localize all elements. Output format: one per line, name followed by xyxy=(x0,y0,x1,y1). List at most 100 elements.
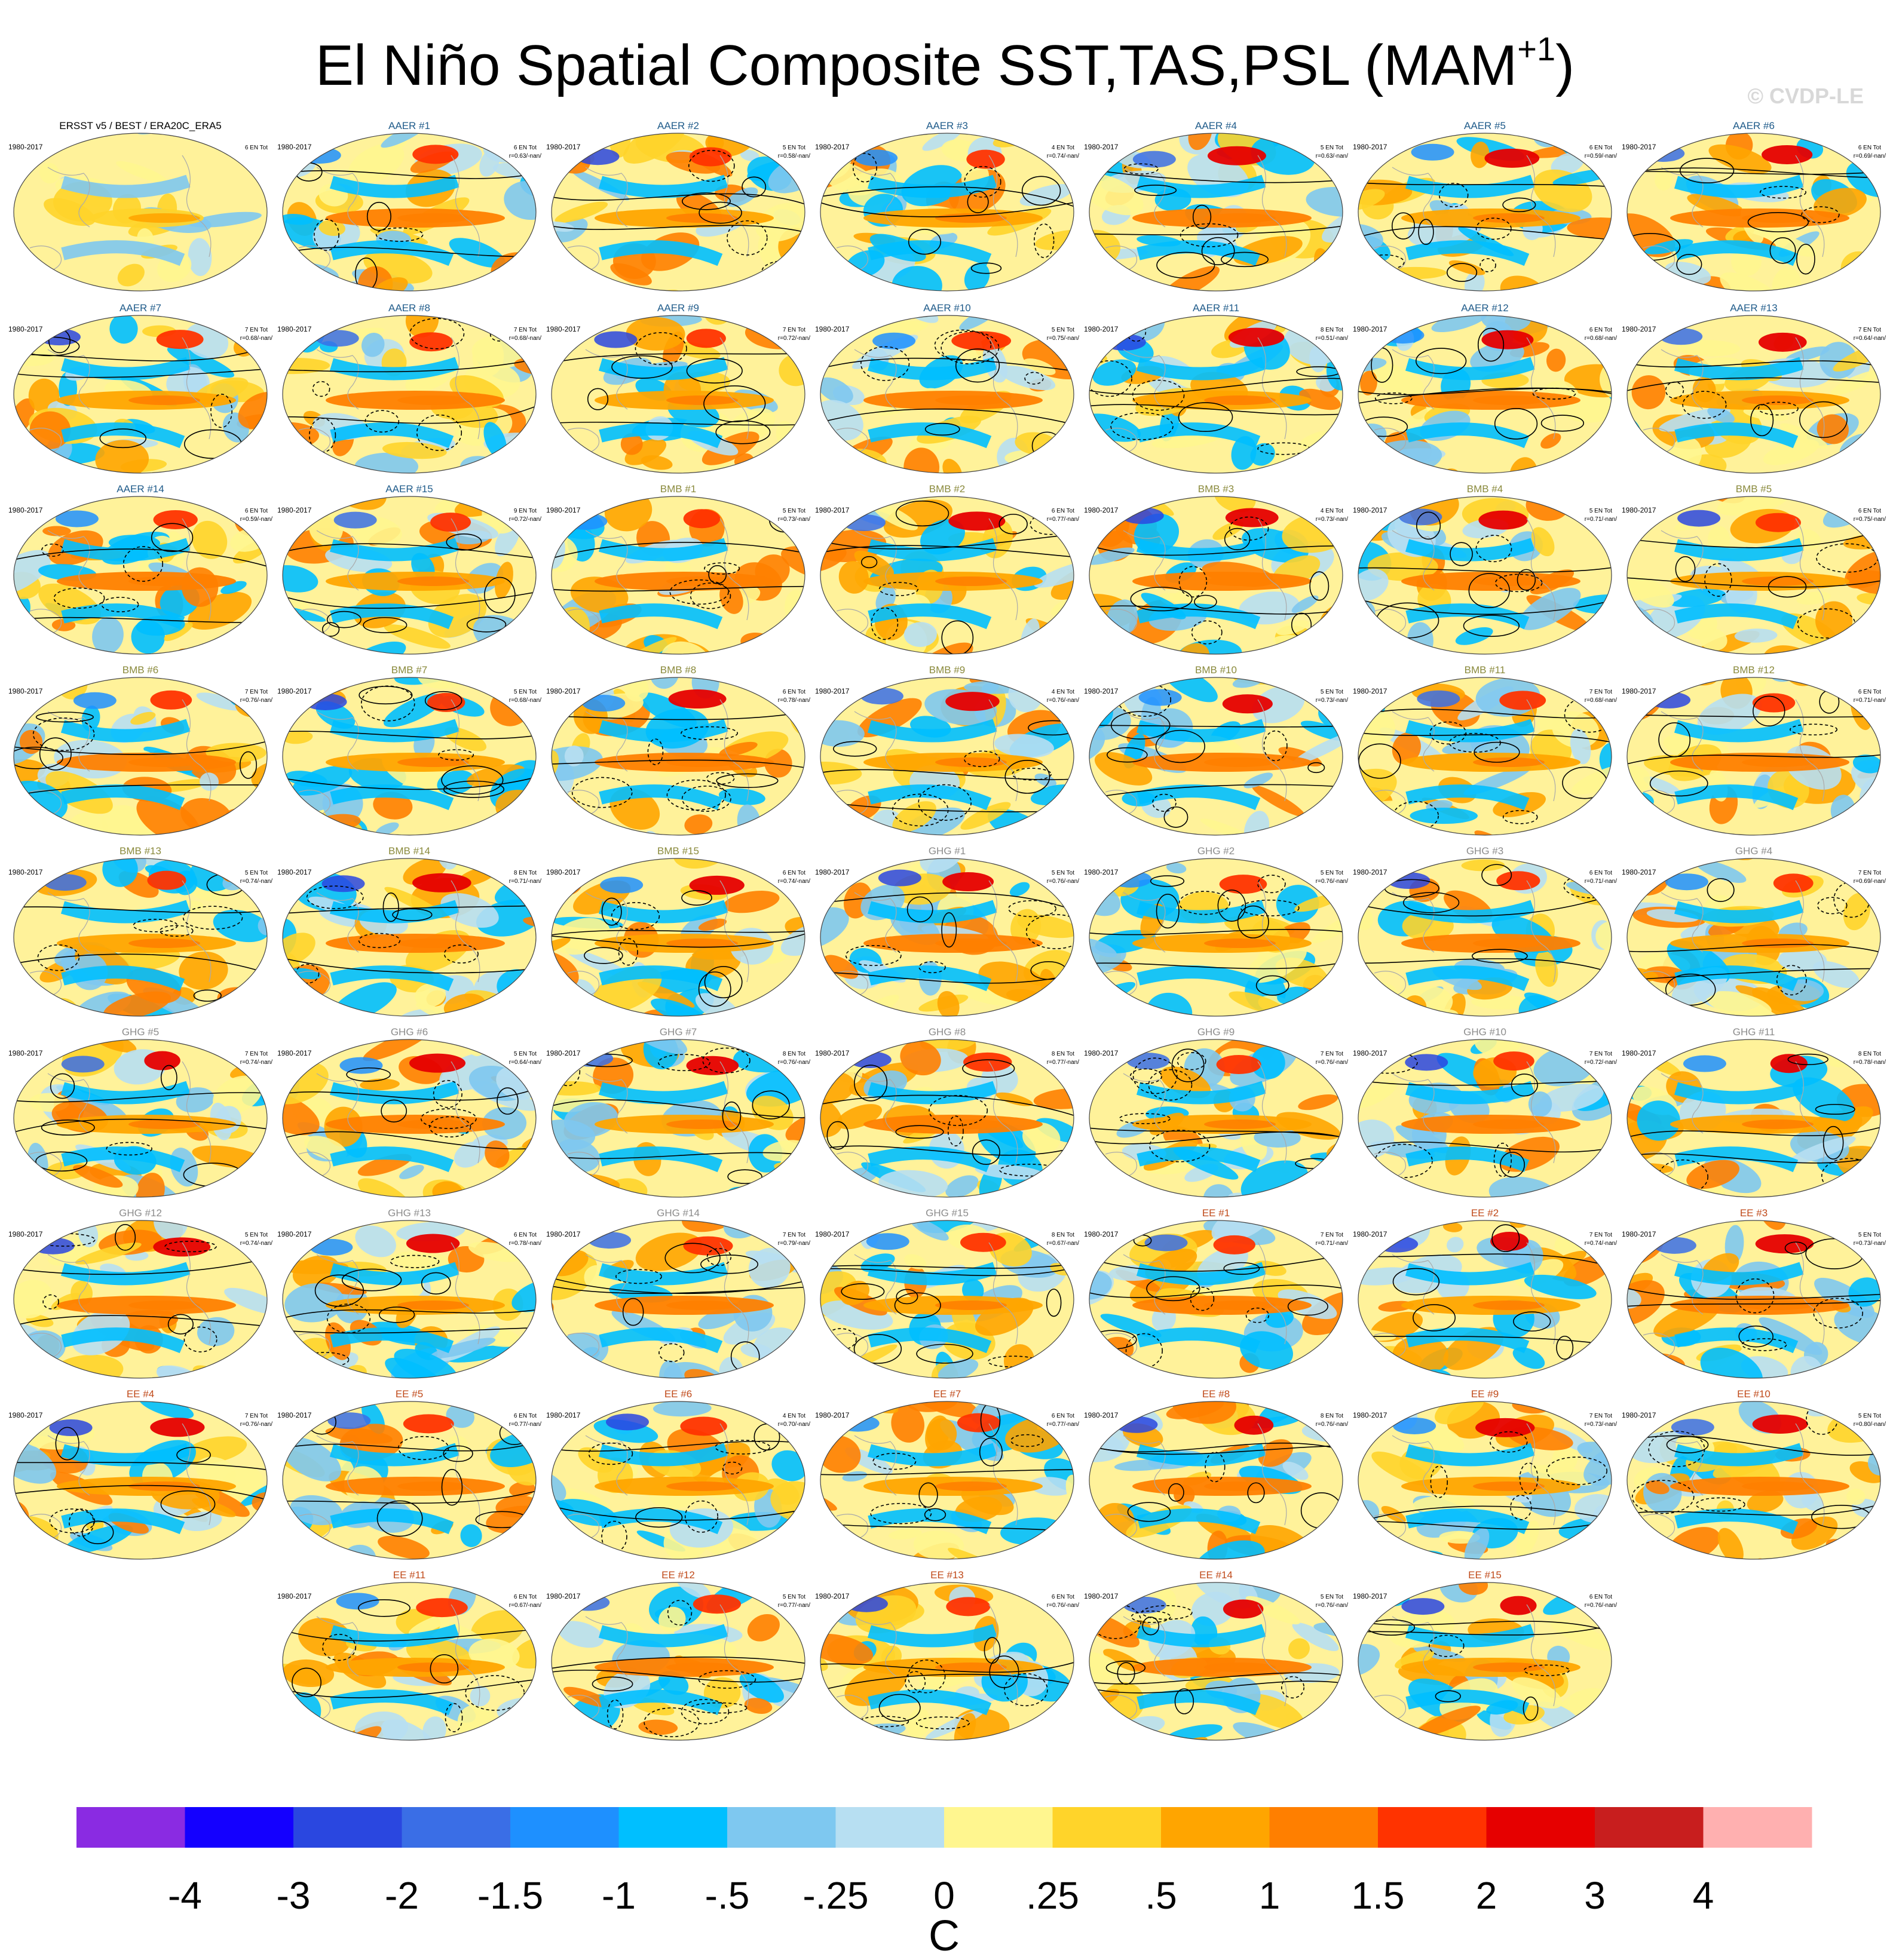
contour-positive xyxy=(1391,212,1416,240)
anomaly-blob xyxy=(1166,862,1187,874)
anomaly-blob xyxy=(1571,763,1612,795)
panel-years: 1980-2017 xyxy=(1084,143,1119,151)
anomaly-blob xyxy=(1815,601,1853,640)
contour-line xyxy=(552,1099,805,1118)
coast-asia xyxy=(1123,530,1166,591)
panel-years: 1980-2017 xyxy=(1084,868,1119,876)
coast-asia xyxy=(854,349,897,410)
contour-positive xyxy=(1502,197,1536,213)
contour-line xyxy=(14,345,267,362)
anomaly-blob xyxy=(1708,144,1772,174)
coast-asia xyxy=(316,711,359,772)
contour-line xyxy=(820,201,1074,217)
high-lat-warm xyxy=(683,509,721,529)
anomaly-blob xyxy=(167,346,235,378)
panel-title: GHG #5 xyxy=(122,1026,159,1038)
coast-americas xyxy=(182,1061,212,1164)
panel-years: 1980-2017 xyxy=(1353,325,1387,333)
anomaly-blob xyxy=(361,332,385,357)
coast-americas xyxy=(1795,518,1825,621)
contour-positive xyxy=(1416,511,1441,540)
contour-positive xyxy=(752,1090,790,1119)
contour-line xyxy=(1358,388,1612,395)
contour-positive xyxy=(1156,251,1215,279)
contour-positive xyxy=(35,711,94,723)
map-outline xyxy=(551,677,805,836)
coast-asia xyxy=(1123,1073,1166,1134)
high-lat-warm xyxy=(686,329,726,348)
contour-positive xyxy=(833,741,877,757)
high-lat-warm xyxy=(689,875,745,895)
map-field xyxy=(1358,1039,1612,1197)
panel-title: BMB #7 xyxy=(391,664,427,676)
panel-years: 1980-2017 xyxy=(277,325,312,333)
map-outline xyxy=(13,677,268,836)
contour-positive xyxy=(699,201,742,224)
panel-stat: r=0.68/-nan/ xyxy=(1585,335,1617,342)
panel-stat: r=0.59/-nan/ xyxy=(1585,153,1617,160)
anomaly-blob xyxy=(197,1317,235,1346)
cool-arm-south xyxy=(61,1146,185,1173)
panel-stat: r=0.76/-nan/ xyxy=(1316,878,1348,885)
contour-positive xyxy=(1477,327,1505,362)
panel-events: 6 EN Tot xyxy=(245,145,268,151)
panel-years: 1980-2017 xyxy=(277,143,312,151)
warm-core xyxy=(1742,757,1814,767)
anomaly-blob xyxy=(445,1345,513,1363)
panel-stat: r=0.64/-nan/ xyxy=(509,1059,541,1066)
coast-asia xyxy=(1392,530,1435,591)
panel-stat: r=0.72/-nan/ xyxy=(1585,1059,1617,1066)
panel-events: 8 EN Tot xyxy=(783,1051,805,1057)
coast-americas xyxy=(451,1242,480,1345)
panel-title: AAER #3 xyxy=(926,120,968,131)
panel-events: 6 EN Tot xyxy=(783,870,805,876)
coast-americas xyxy=(182,880,212,983)
contour-line xyxy=(1358,1141,1612,1153)
coastlines xyxy=(29,880,212,998)
contour-line xyxy=(1358,598,1612,615)
anomaly-blob xyxy=(1252,785,1305,817)
panel-years: 1980-2017 xyxy=(1622,325,1656,333)
psl-contours xyxy=(1627,878,1880,1006)
panel-years: 1980-2017 xyxy=(546,1049,581,1057)
colorbar-segment xyxy=(1595,1807,1704,1848)
coast-australia xyxy=(1105,971,1138,998)
panel-events: 8 EN Tot xyxy=(1052,1051,1074,1057)
title-superscript: +1 xyxy=(1517,30,1556,68)
contour-positive xyxy=(1021,176,1061,206)
anomaly-blob xyxy=(1677,340,1741,357)
high-lat-warm xyxy=(945,692,1000,711)
panel-title: AAER #5 xyxy=(1464,120,1506,131)
cool-arm-south xyxy=(1137,240,1261,266)
anomaly-blob xyxy=(564,746,584,766)
psl-contours xyxy=(1089,163,1343,279)
coast-americas xyxy=(182,1242,212,1345)
contour-positive xyxy=(1402,892,1460,913)
cool-arm-south xyxy=(1137,1146,1261,1173)
coast-americas xyxy=(719,1061,749,1164)
map-outline xyxy=(1089,315,1343,474)
high-lat-warm xyxy=(1219,875,1267,894)
anomaly-blob xyxy=(511,1278,536,1312)
anomaly-blob xyxy=(1092,359,1137,386)
panel-years: 1980-2017 xyxy=(546,687,581,695)
high-lat-cold xyxy=(1411,143,1454,161)
contour-negative xyxy=(1132,379,1185,411)
panel-stat: r=0.72/-nan/ xyxy=(509,516,541,523)
anomaly-blob xyxy=(1035,229,1074,250)
panel-years: 1980-2017 xyxy=(1622,687,1656,695)
contour-line xyxy=(552,1277,805,1295)
coast-americas xyxy=(719,699,749,802)
contour-positive xyxy=(1171,1048,1205,1082)
contour-negative xyxy=(1012,768,1052,781)
contour-positive xyxy=(1418,219,1434,246)
map-panel: BMB #4 1980-2017 5 EN Tot r=0.71/-nan/ xyxy=(1353,483,1617,655)
map-field xyxy=(820,133,1074,291)
anomaly-blob xyxy=(1531,527,1555,557)
warm-core xyxy=(1473,757,1545,767)
cool-arm-south xyxy=(1137,965,1261,992)
contour-positive xyxy=(941,620,974,654)
contour-line xyxy=(820,357,1074,372)
contour-line xyxy=(14,548,267,568)
map-panel: GHG #12 1980-2017 5 EN Tot r=0.74/-nan/ xyxy=(8,1207,272,1379)
